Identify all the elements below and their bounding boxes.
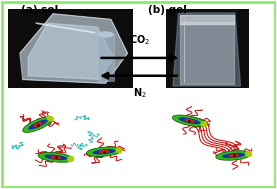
Bar [166, 9, 249, 88]
Ellipse shape [38, 153, 73, 162]
Text: CO$_2$: CO$_2$ [129, 33, 150, 47]
Ellipse shape [47, 116, 54, 122]
Ellipse shape [67, 156, 74, 162]
Ellipse shape [200, 121, 207, 127]
Ellipse shape [33, 122, 43, 127]
Ellipse shape [172, 115, 207, 126]
Polygon shape [28, 23, 114, 80]
Text: (b) gel: (b) gel [148, 5, 187, 15]
Ellipse shape [97, 32, 114, 37]
Ellipse shape [86, 147, 122, 156]
Polygon shape [173, 13, 240, 86]
Ellipse shape [23, 117, 53, 132]
Polygon shape [20, 14, 127, 83]
Ellipse shape [228, 154, 239, 157]
Text: (a) sol: (a) sol [21, 5, 58, 15]
Ellipse shape [28, 119, 48, 129]
Bar [3, 3, 138, 186]
Text: N$_2$: N$_2$ [133, 86, 147, 100]
Ellipse shape [222, 153, 245, 158]
Bar [97, 34, 114, 81]
Ellipse shape [93, 149, 116, 154]
Ellipse shape [116, 147, 122, 153]
Ellipse shape [50, 156, 61, 159]
Ellipse shape [44, 155, 67, 160]
Ellipse shape [178, 117, 201, 124]
Ellipse shape [216, 151, 251, 160]
Bar [139, 3, 274, 186]
Ellipse shape [184, 119, 195, 123]
Bar [7, 9, 133, 88]
Ellipse shape [245, 151, 252, 157]
Ellipse shape [99, 150, 109, 154]
